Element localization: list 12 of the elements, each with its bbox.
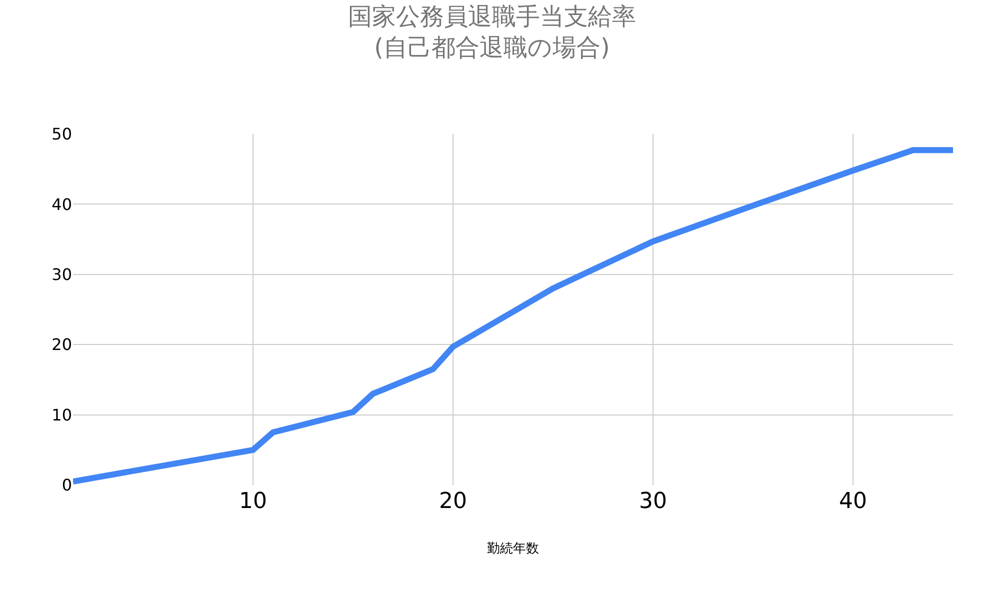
x-axis-title: 勤続年数 [487, 542, 539, 557]
y-tick-label: 10 [52, 405, 72, 424]
x-tick-label: 30 [639, 489, 667, 514]
x-tick-label: 10 [239, 489, 267, 514]
x-tick-label: 20 [439, 489, 467, 514]
y-tick-label: 50 [52, 124, 72, 144]
x-tick-label: 40 [839, 489, 867, 514]
y-tick-label: 30 [52, 265, 72, 284]
y-tick-label: 20 [52, 335, 72, 354]
y-tick-label: 0 [62, 476, 72, 495]
chart-title: 国家公務員退職手当支給率 (自己都合退職の場合) [348, 2, 636, 62]
y-tick-label: 40 [52, 194, 72, 214]
